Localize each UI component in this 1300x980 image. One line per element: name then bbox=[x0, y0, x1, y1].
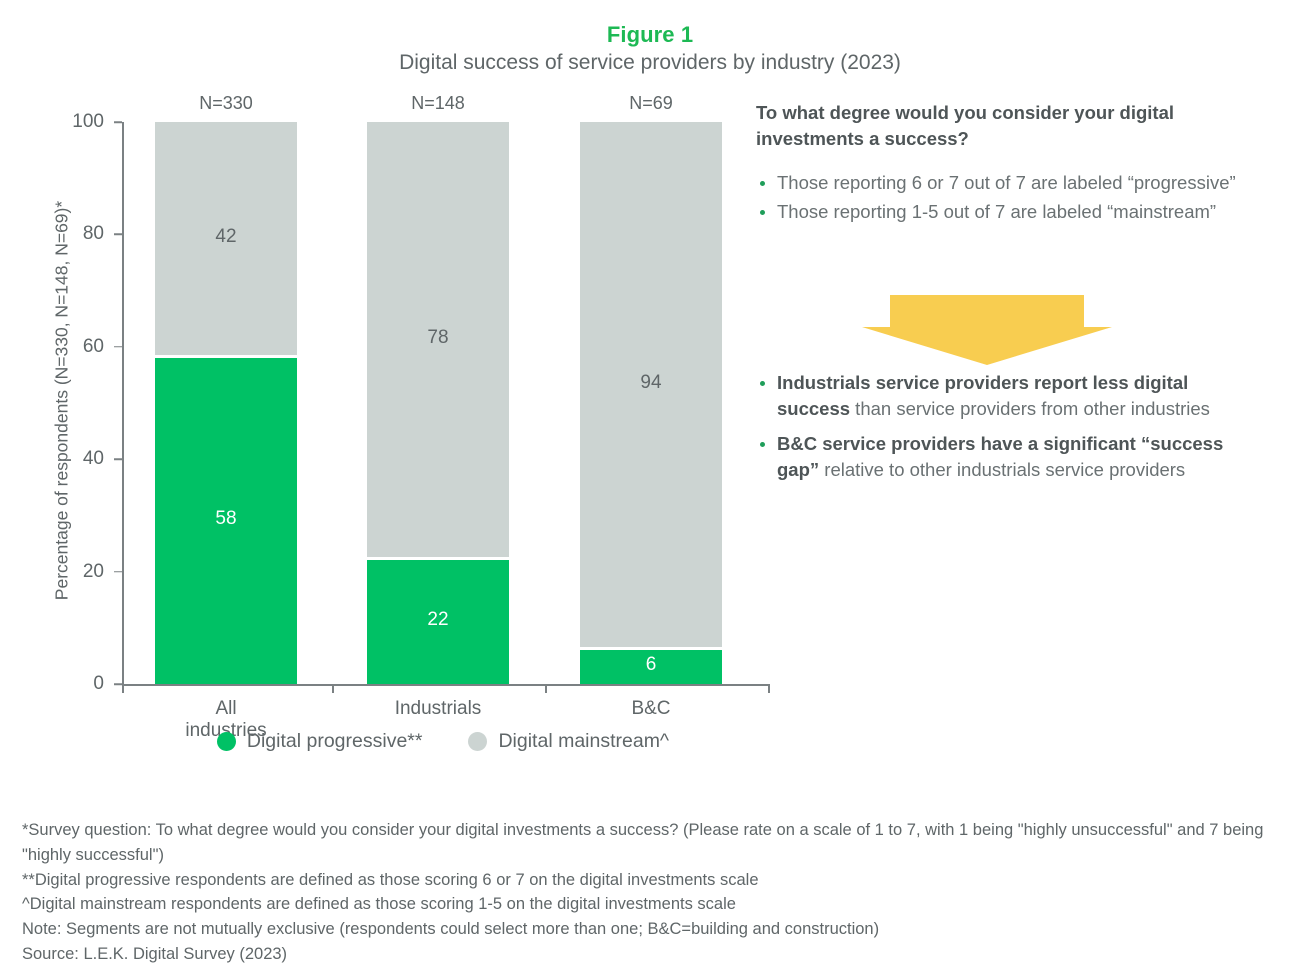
footnote-line: **Digital progressive respondents are de… bbox=[22, 870, 759, 889]
y-tick-mark bbox=[114, 346, 122, 348]
bar-segment-mainstream[interactable]: 42 bbox=[155, 122, 297, 356]
legend-item[interactable]: Digital mainstream^ bbox=[468, 730, 669, 753]
x-tick-label: B&C bbox=[631, 698, 671, 719]
group-count-label: N=148 bbox=[411, 93, 465, 113]
y-tick-label: 20 bbox=[82, 560, 104, 582]
bar-value-label: 42 bbox=[215, 225, 237, 247]
definition-bullet: Those reporting 1-5 out of 7 are labeled… bbox=[756, 199, 1256, 225]
x-axis-line bbox=[122, 684, 768, 686]
bar-segment-progressive[interactable]: 58 bbox=[155, 358, 297, 684]
x-tick-mark bbox=[122, 684, 124, 693]
group-count-label: N=69 bbox=[629, 93, 673, 113]
down-arrow-icon bbox=[862, 287, 1112, 365]
y-axis-line bbox=[122, 122, 124, 684]
figure-label: Figure 1 bbox=[606, 22, 694, 47]
y-tick-label: 60 bbox=[82, 335, 104, 357]
insights-panel: Industrials service providers report les… bbox=[756, 370, 1256, 491]
y-tick-label: 40 bbox=[82, 448, 104, 470]
commentary-panel: To what degree would you consider your d… bbox=[756, 100, 1256, 228]
legend-swatch-icon bbox=[468, 732, 488, 751]
y-tick-mark bbox=[114, 233, 122, 236]
bar-value-label: 94 bbox=[640, 371, 662, 393]
page-title: Digital success of service providers by … bbox=[399, 51, 901, 74]
insight-bullet-list: Industrials service providers report les… bbox=[756, 370, 1256, 483]
x-tick-label: All industries bbox=[185, 698, 267, 741]
y-tick-mark bbox=[114, 121, 122, 123]
footnote-line: Note: Segments are not mutually exclusiv… bbox=[22, 920, 880, 938]
y-tick-label: 80 bbox=[82, 223, 104, 245]
y-axis-label: Percentage of respondents (N=330, N=148,… bbox=[51, 200, 72, 601]
footnote-line: ^Digital mainstream respondents are defi… bbox=[22, 895, 736, 914]
chart-legend: Digital progressive** Digital mainstream^ bbox=[118, 730, 768, 753]
bar-segment-progressive[interactable]: 6 bbox=[580, 650, 722, 684]
bar-segment-mainstream[interactable]: 78 bbox=[367, 122, 509, 558]
footnote-line: *Survey question: To what degree would y… bbox=[22, 821, 1268, 864]
definition-bullet: Those reporting 6 or 7 out of 7 are labe… bbox=[756, 170, 1256, 196]
definition-bullet-list: Those reporting 6 or 7 out of 7 are labe… bbox=[756, 170, 1256, 226]
bar-segment-progressive[interactable]: 22 bbox=[367, 560, 509, 684]
bar-segment-mainstream[interactable]: 94 bbox=[580, 122, 722, 648]
legend-swatch-icon bbox=[216, 732, 236, 751]
footnote-line: Source: L.E.K. Digital Survey (2023) bbox=[22, 944, 288, 963]
bar-value-label: 78 bbox=[427, 326, 449, 348]
survey-question-heading: To what degree would you consider your d… bbox=[756, 102, 1175, 150]
y-tick-label: 0 bbox=[93, 673, 104, 694]
x-tick-mark bbox=[545, 684, 547, 693]
footnotes-block: *Survey question: To what degree would y… bbox=[22, 818, 1290, 967]
legend-label: Digital progressive** bbox=[246, 730, 423, 752]
legend-label: Digital mainstream^ bbox=[498, 730, 670, 752]
y-tick-mark bbox=[114, 458, 122, 460]
bar-value-label: 6 bbox=[645, 654, 657, 676]
y-tick-label: 100 bbox=[72, 111, 104, 132]
insight-bullet-emphasis: Industrials service providers report les… bbox=[777, 372, 1189, 420]
insight-bullet: Industrials service providers report les… bbox=[756, 370, 1256, 423]
x-tick-mark bbox=[332, 684, 334, 693]
insight-bullet-emphasis: B&C service providers have a significant… bbox=[777, 432, 1224, 480]
bar-value-label: 58 bbox=[215, 508, 237, 529]
insight-bullet: B&C service providers have a significant… bbox=[756, 431, 1256, 484]
y-tick-mark bbox=[114, 683, 122, 685]
bar-value-label: 22 bbox=[427, 609, 449, 631]
legend-item[interactable]: Digital progressive** bbox=[216, 730, 423, 753]
x-tick-mark bbox=[768, 684, 770, 693]
group-count-label: N=330 bbox=[199, 93, 253, 113]
x-tick-label: Industrials bbox=[394, 698, 482, 719]
y-tick-mark bbox=[114, 570, 122, 573]
